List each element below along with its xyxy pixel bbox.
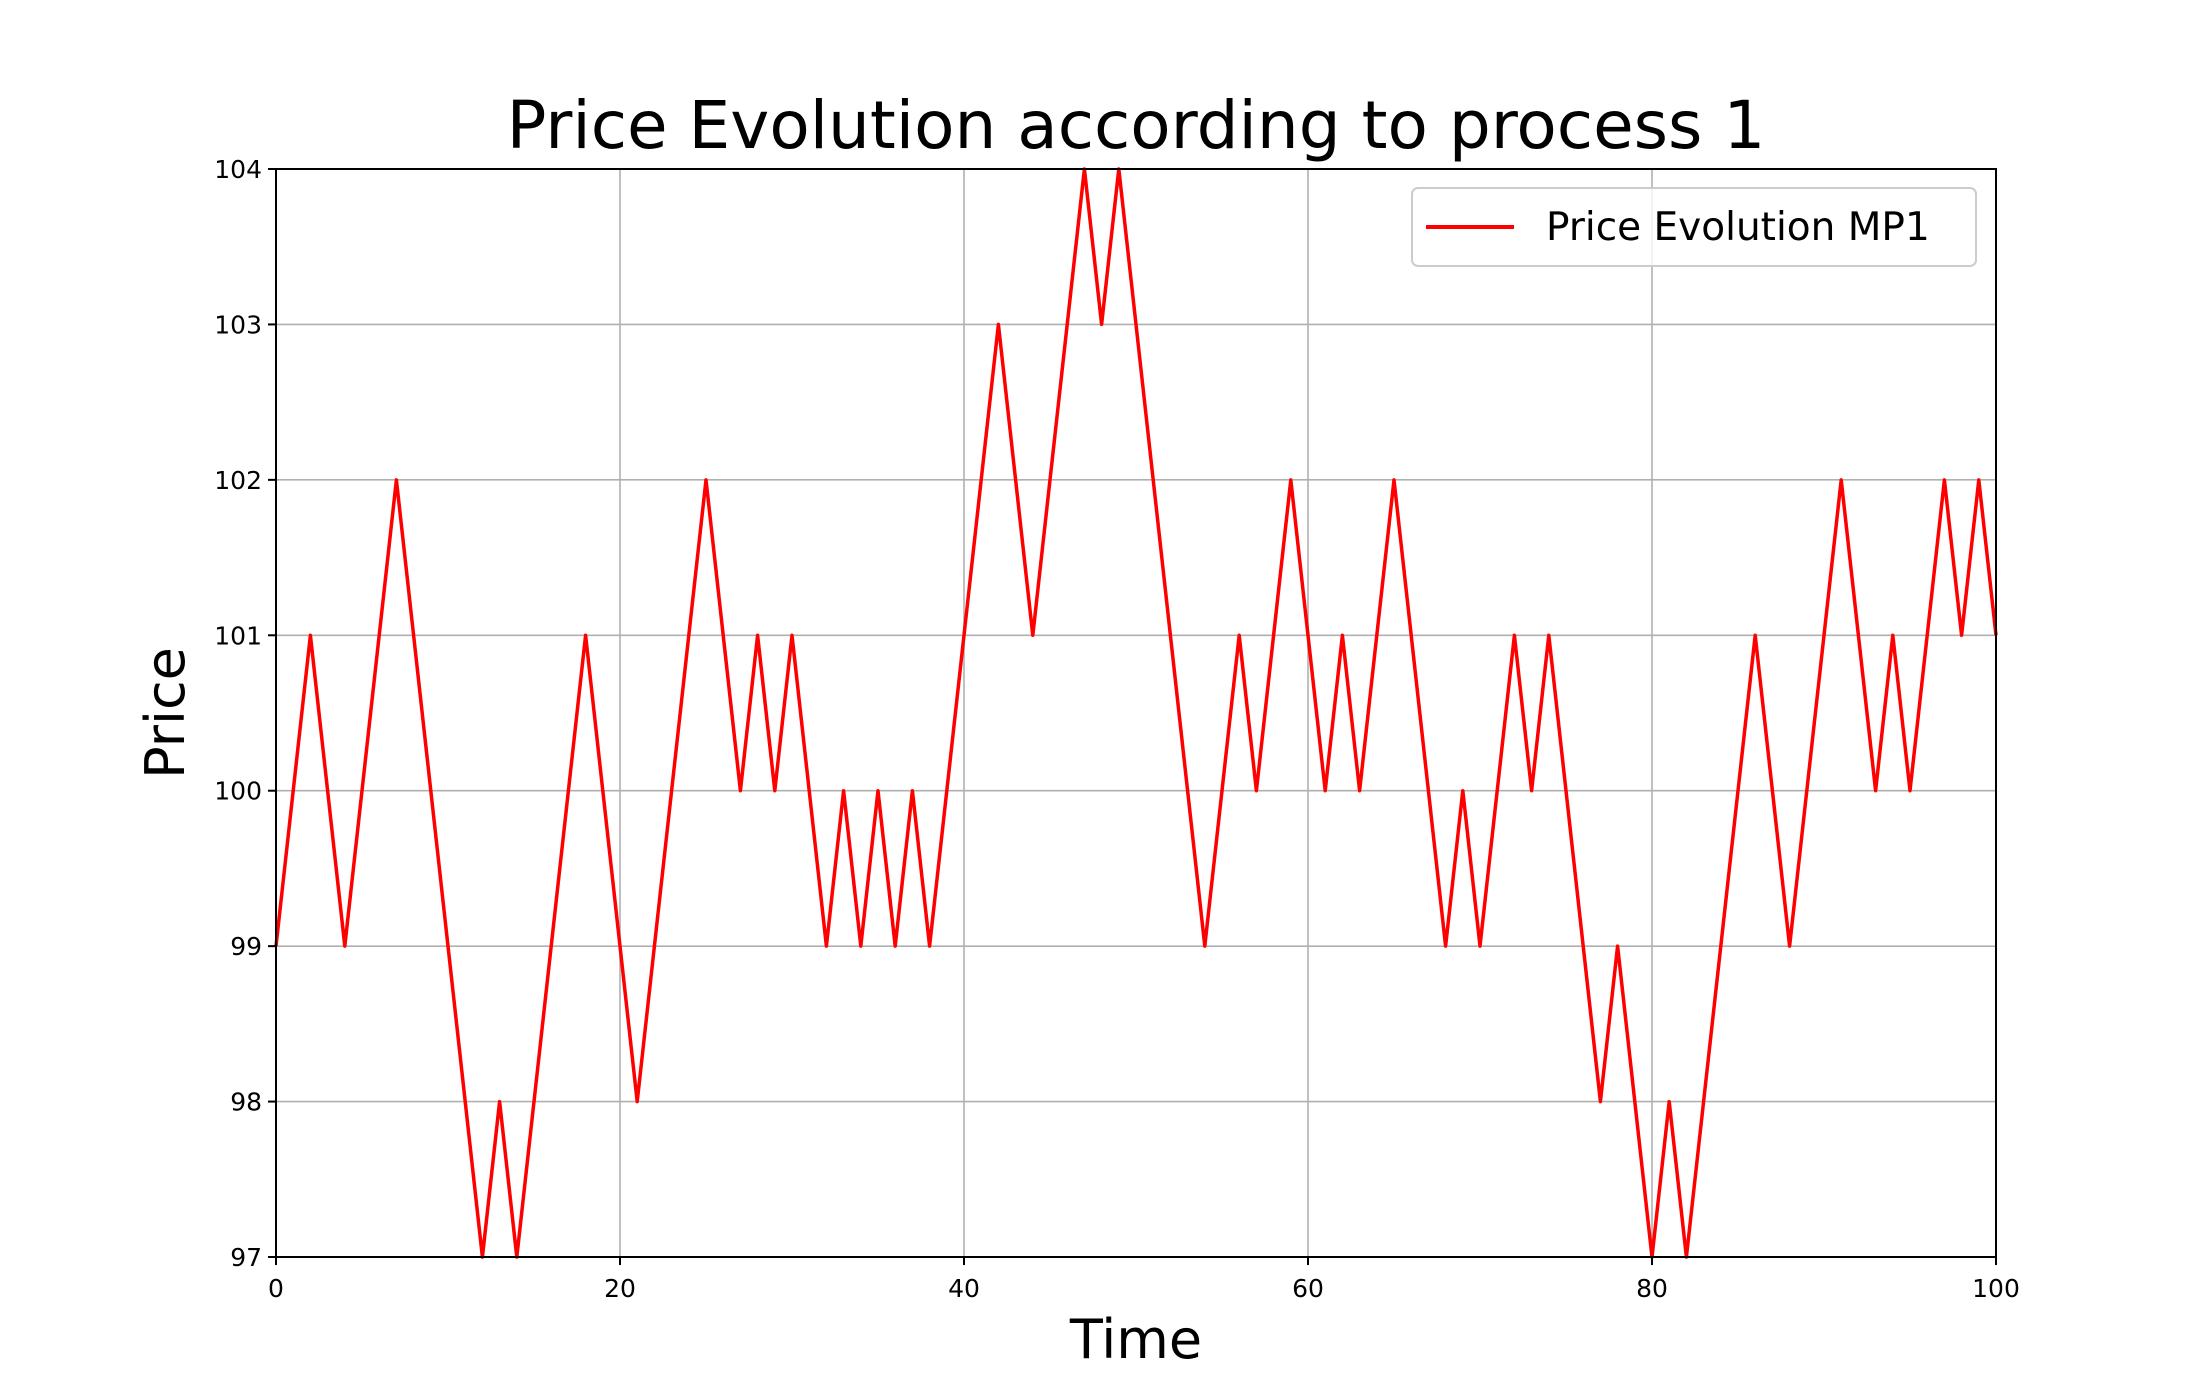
x-tick-label: 0 — [268, 1274, 284, 1303]
x-tick-label: 40 — [948, 1274, 980, 1303]
legend-label: Price Evolution MP1 — [1546, 205, 1930, 250]
x-tick-label: 60 — [1292, 1274, 1324, 1303]
x-tick-label: 20 — [604, 1274, 636, 1303]
series-layer — [274, 167, 1998, 1259]
y-tick-label: 104 — [214, 155, 262, 184]
legend: Price Evolution MP1 — [1411, 187, 1977, 267]
y-tick-label: 98 — [230, 1088, 262, 1117]
chart-title: Price Evolution according to process 1 — [507, 87, 1766, 164]
legend-box — [1411, 187, 1977, 267]
y-tick-label: 99 — [230, 932, 262, 961]
y-axis-label: Price — [134, 647, 197, 779]
series-line — [274, 167, 1998, 1259]
y-tick-label: 101 — [214, 621, 262, 650]
x-axis-label: Time — [1069, 1308, 1202, 1371]
x-axis: 0 20 40 60 80 100 — [268, 1257, 2020, 1303]
x-tick-label: 100 — [1972, 1274, 2020, 1303]
y-tick-label: 102 — [214, 466, 262, 495]
y-tick-label: 100 — [214, 777, 262, 806]
y-axis: 97 98 99 100 101 102 103 104 — [214, 155, 276, 1272]
y-tick-label: 103 — [214, 310, 262, 339]
x-tick-label: 80 — [1636, 1274, 1668, 1303]
plot-frame — [275, 168, 1997, 1258]
y-tick-label: 97 — [230, 1243, 262, 1272]
